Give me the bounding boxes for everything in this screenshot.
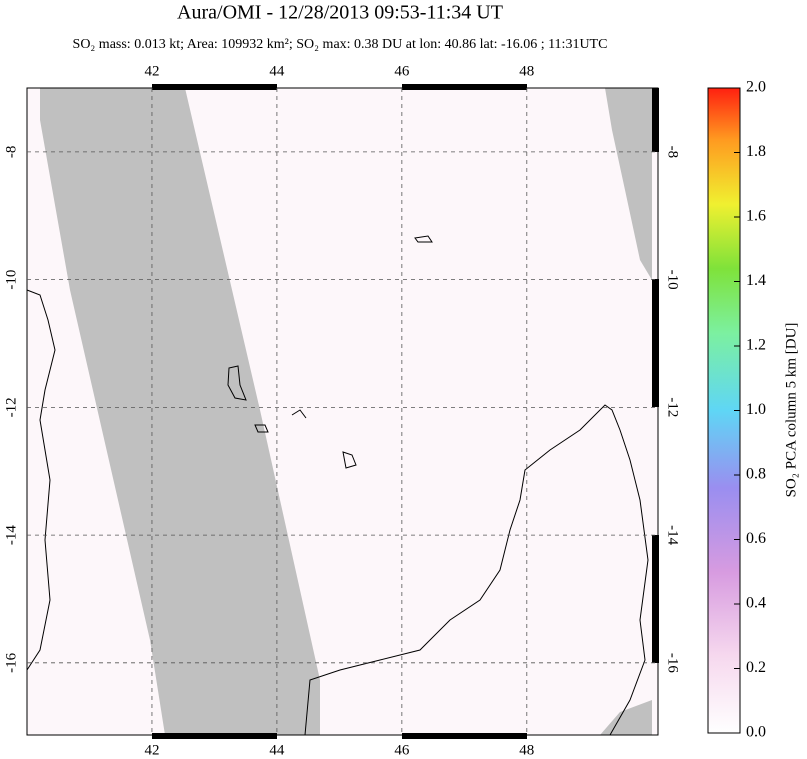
island [227,365,247,401]
coastline [26,289,56,671]
frame-band [652,535,659,663]
y-tick-label: -10 [3,270,19,290]
colorbar-tick-label: 0.4 [746,595,766,612]
y-tick-label: -14 [3,525,19,545]
colorbar-label: SO₂ PCA column 5 km [DU] [783,323,799,498]
y-tick-label: -12 [3,397,19,417]
frame-band [652,88,659,152]
y-tick-label: -16 [665,653,681,673]
frame-band [152,84,277,90]
y-tick-label: -12 [665,397,681,417]
x-tick-label: 44 [269,742,285,758]
title: Aura/OMI - 12/28/2013 09:53-11:34 UT [177,2,503,24]
colorbar-tick-label: 0.6 [746,530,766,547]
island [414,235,433,243]
frame-band [402,733,527,739]
x-tick-label: 48 [519,742,534,758]
x-tick-label: 44 [269,63,285,79]
x-tick-label: 48 [519,63,534,79]
colorbar-tick-label: 1.0 [746,401,766,418]
coastline [304,404,649,736]
x-tick-label: 46 [394,63,410,79]
colorbar-tick-label: 1.6 [746,208,766,225]
y-tick-label: -16 [3,652,19,672]
no-data-corner [600,700,652,735]
colorbar-tick-label: 0.8 [746,466,766,483]
x-tick-label: 46 [394,742,410,758]
colorbar-tick-label: 1.2 [746,337,766,354]
colorbar-tick-label: 0.2 [746,659,766,676]
colorbar-tick-label: 1.8 [746,143,766,160]
y-tick-label: -8 [665,146,681,159]
frame-band [652,279,659,407]
no-data-edge [605,88,652,280]
island [342,451,357,469]
island [291,409,307,419]
frame-band [402,84,527,90]
y-tick-label: -10 [665,270,681,290]
x-tick-label: 42 [144,742,159,758]
colorbar-tick-label: 0.0 [746,724,766,741]
frame-band [152,733,277,739]
y-tick-label: -8 [3,146,19,159]
subtitle: SO₂ mass: 0.013 kt; Area: 109932 km²; SO… [73,37,608,52]
x-tick-label: 42 [144,63,159,79]
no-data-swath [40,88,320,735]
colorbar-tick-label: 1.4 [746,272,766,289]
colorbar-tick-label: 2.0 [746,79,766,96]
map-frame [26,87,659,736]
y-tick-label: -14 [665,525,681,545]
island [254,424,269,433]
